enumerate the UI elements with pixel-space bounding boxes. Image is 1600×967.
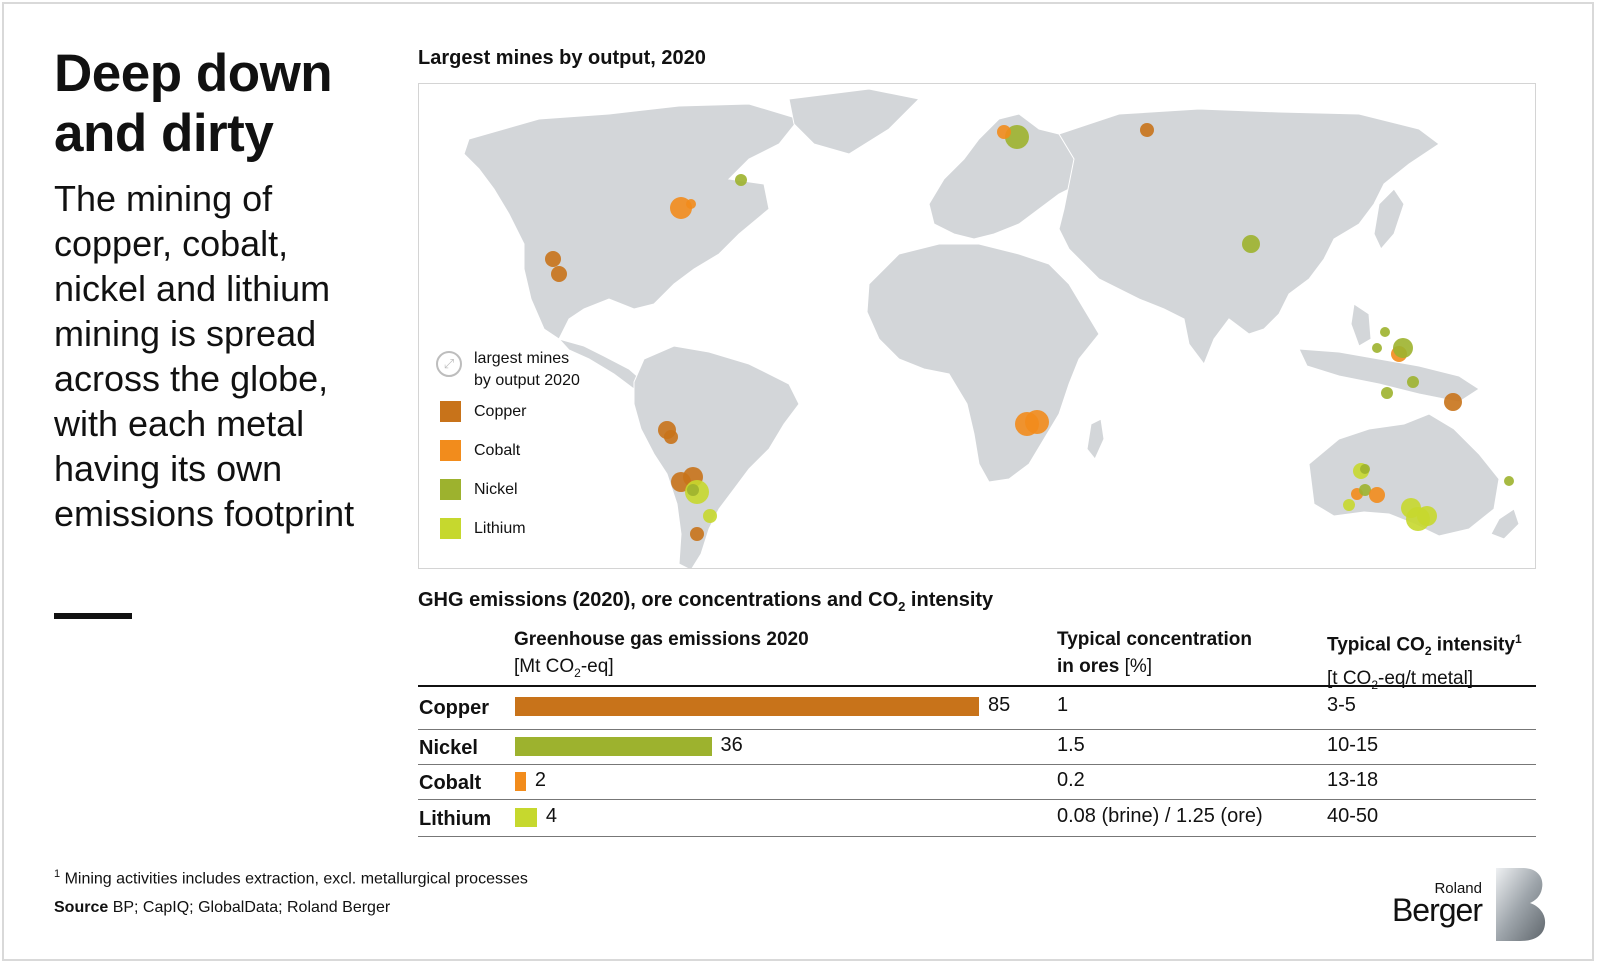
mine-marker — [1504, 476, 1514, 486]
greenland-shape — [788, 88, 921, 155]
legend-size-label-line1: largest mines — [474, 350, 570, 367]
mine-marker — [1381, 387, 1393, 399]
mine-marker — [1372, 343, 1382, 353]
concentration-cell: 1 — [1057, 694, 1069, 716]
intensity-cell: 13-18 — [1327, 769, 1379, 791]
intro-panel: Deep down and dirty The mining of copper… — [54, 44, 364, 536]
north-america-shape — [463, 103, 800, 340]
table-row-rule — [418, 729, 1536, 730]
logo-b-mark — [1496, 868, 1546, 941]
mine-marker — [690, 527, 704, 541]
intensity-cell: 40-50 — [1327, 805, 1379, 827]
south-america-shape — [633, 345, 800, 568]
mine-marker — [997, 125, 1011, 139]
mine-marker — [1359, 484, 1371, 496]
intensity-cell: 3-5 — [1327, 694, 1356, 716]
mine-marker — [703, 509, 717, 523]
mine-marker — [1015, 412, 1039, 436]
table-title: GHG emissions (2020), ore concentrations… — [418, 589, 994, 614]
mine-marker — [1360, 464, 1370, 474]
mine-marker — [664, 430, 678, 444]
map-title: Largest mines by output, 2020 — [418, 47, 706, 69]
mine-marker — [1005, 125, 1029, 149]
subhead: The mining of copper, cobalt, nickel and… — [54, 178, 355, 534]
table-row-rule — [418, 836, 1536, 837]
legend-label: Copper — [474, 403, 527, 420]
bar-value-label: 85 — [988, 694, 1011, 716]
concentration-cell: 1.5 — [1057, 734, 1085, 756]
legend-swatch — [440, 401, 461, 422]
table-row-rule — [418, 799, 1536, 800]
philippines-shape — [1350, 303, 1372, 347]
mine-marker — [551, 266, 567, 282]
mine-marker — [1406, 507, 1430, 531]
legend-swatch — [440, 479, 461, 500]
mine-markers — [545, 123, 1514, 541]
africa-shape — [866, 243, 1100, 483]
col-head-intensity: Typical CO2 intensity1 [t CO2-eq/t metal… — [1327, 632, 1522, 692]
mine-marker — [1407, 376, 1419, 388]
emissions-bar-nickel — [515, 737, 712, 756]
headline: Deep down and dirty — [54, 44, 333, 163]
legend-label: Lithium — [474, 520, 526, 537]
row-label-cobalt: Cobalt — [419, 772, 482, 794]
emissions-bar-copper — [515, 697, 979, 716]
legend-label: Cobalt — [474, 442, 521, 459]
australia-shape — [1308, 413, 1500, 537]
mine-marker — [1369, 487, 1385, 503]
bar-value-label: 4 — [545, 805, 557, 827]
roland-berger-logo: Roland Berger — [1392, 866, 1548, 942]
row-label-nickel: Nickel — [419, 737, 478, 759]
mine-marker — [1140, 123, 1154, 137]
intensity-cell: 10-15 — [1327, 734, 1379, 756]
row-label-lithium: Lithium — [419, 808, 492, 830]
headline-rule — [54, 613, 132, 619]
mine-marker — [686, 199, 696, 209]
mine-marker — [1444, 393, 1462, 411]
legend-label: Nickel — [474, 481, 518, 498]
footnote: 1 Mining activities includes extraction,… — [54, 868, 528, 888]
col-head-concentration: Typical concentration in ores [%] — [1057, 629, 1252, 677]
new-zealand-shape — [1490, 508, 1520, 540]
legend-size-label-line2: by output 2020 — [474, 372, 580, 389]
table-row-rule — [418, 764, 1536, 765]
bar-value-label: 36 — [720, 734, 743, 756]
world-map-svg — [463, 88, 1520, 568]
expand-arrows-icon: ⤢ — [436, 351, 462, 377]
concentration-cell: 0.08 (brine) / 1.25 (ore) — [1057, 805, 1263, 827]
col-head-emissions: Greenhouse gas emissions 2020 [Mt CO2-eq… — [514, 629, 809, 680]
mine-marker — [735, 174, 747, 186]
emissions-bar-lithium — [515, 808, 537, 827]
mine-marker — [1393, 338, 1413, 358]
table-header-rule — [418, 685, 1536, 687]
bar-value-label: 2 — [534, 769, 547, 791]
mine-marker — [1242, 235, 1260, 253]
emissions-bar-cobalt — [515, 772, 526, 791]
mine-marker — [687, 484, 699, 496]
mine-marker — [545, 251, 561, 267]
japan-shape — [1373, 188, 1405, 250]
row-label-copper: Copper — [419, 697, 489, 719]
mine-marker — [1343, 499, 1355, 511]
source-line: Source BP; CapIQ; GlobalData; Roland Ber… — [54, 899, 391, 916]
indonesia-shape — [1298, 348, 1480, 403]
madagascar-shape — [1086, 418, 1105, 460]
legend-swatch — [440, 518, 461, 539]
legend-swatch — [440, 440, 461, 461]
concentration-cell: 0.2 — [1057, 769, 1085, 791]
world-map — [418, 83, 1536, 569]
mine-marker — [1380, 327, 1390, 337]
